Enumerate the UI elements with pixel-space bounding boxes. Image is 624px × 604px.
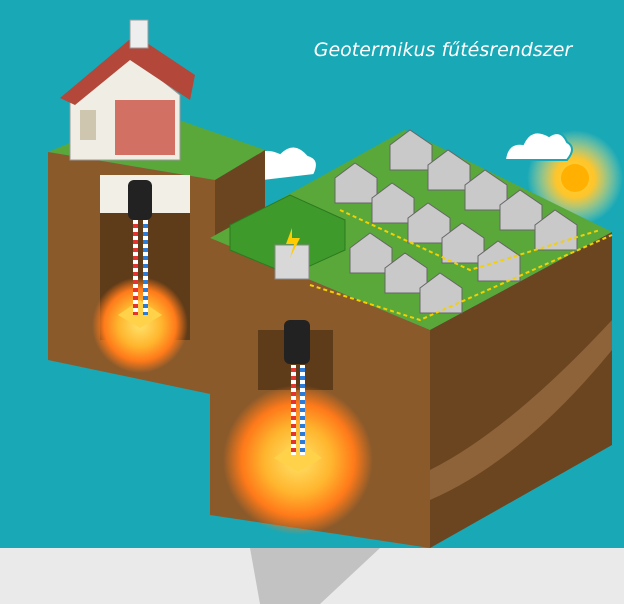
- sun: [561, 164, 589, 192]
- title: Geotermikus fűtésrendszer: [314, 39, 574, 61]
- illustration: Geotermikus fűtésrendszer: [0, 0, 624, 604]
- page: {"title": "Geotermikus fűtésrendszer"} G…: [0, 0, 624, 604]
